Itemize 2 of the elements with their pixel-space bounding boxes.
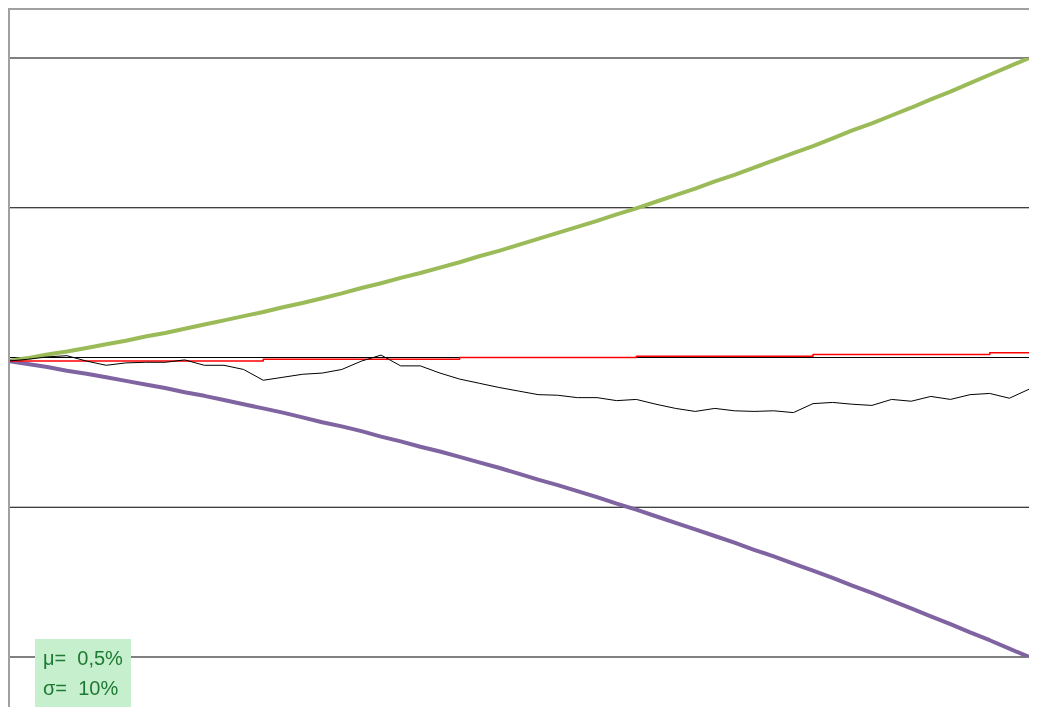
annotation: μ= 0,5%: [43, 646, 123, 671]
text: σ= 10%: [43, 676, 120, 701]
